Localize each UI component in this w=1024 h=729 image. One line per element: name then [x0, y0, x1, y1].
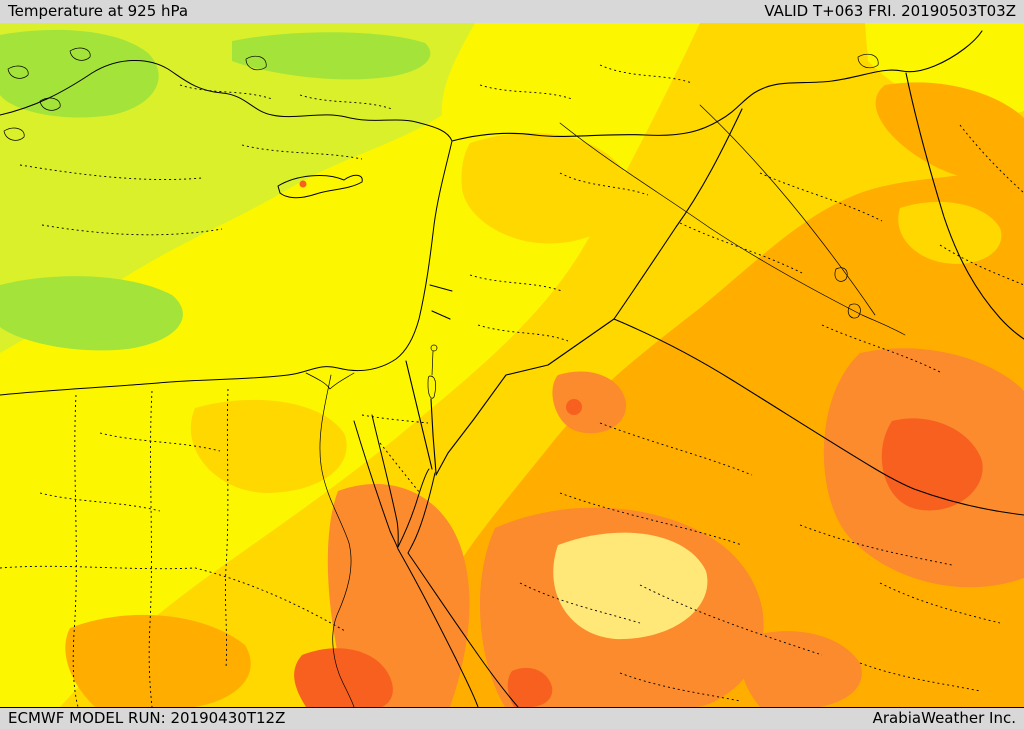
river-euphrates: [559, 122, 906, 336]
coastline-sinai: [371, 414, 430, 548]
dotted-boundary: [799, 524, 953, 566]
map-area: [0, 23, 1024, 707]
dotted-boundary: [559, 492, 743, 546]
dotted-boundary: [599, 64, 693, 84]
dotted-boundary: [19, 164, 203, 180]
anatolia-lakes: [245, 53, 879, 71]
map-title: Temperature at 925 hPa: [8, 2, 189, 20]
temp-fill-deep-orange: [552, 371, 627, 434]
coastline-mediterranean: [0, 60, 453, 396]
temp-fill-deep-orange: [327, 483, 470, 707]
temp-fill-hot-spot: [294, 648, 393, 707]
iraq-lakes: [834, 267, 861, 319]
temp-fill-hot-spot: [566, 399, 582, 415]
temperature-fills: [0, 23, 1024, 707]
river-nile: [305, 372, 355, 707]
dotted-boundaries: [0, 64, 1024, 707]
model-run-label: ECMWF MODEL RUN: 20190430T12Z: [8, 709, 286, 727]
temp-fill-green-patch: [0, 276, 183, 351]
bottom-bar: ECMWF MODEL RUN: 20190430T12Z ArabiaWeat…: [0, 707, 1024, 729]
brand-label: ArabiaWeather Inc.: [872, 709, 1016, 727]
border-iraq-saudi: [613, 318, 1024, 516]
temp-fill-cyprus-hot-spot: [299, 180, 307, 188]
dotted-boundary: [939, 244, 1024, 286]
dotted-boundary: [959, 124, 1024, 194]
border-jordan-saudi: [435, 318, 615, 476]
dotted-boundary: [379, 442, 421, 494]
top-bar: Temperature at 925 hPa VALID T+063 FRI. …: [0, 0, 1024, 23]
coastline-red-sea-east: [407, 472, 519, 707]
temp-fill-hot-spot: [507, 667, 553, 707]
dotted-boundary: [99, 432, 221, 452]
coastlines: [0, 47, 906, 707]
dotted-boundary: [759, 172, 883, 222]
weather-map: [0, 23, 1024, 707]
border-iraq-iran: [905, 72, 1024, 340]
dotted-boundary: [679, 222, 803, 274]
border-israel-jordan: [430, 398, 437, 474]
dotted-boundary: [0, 565, 346, 632]
dead-sea: [427, 344, 438, 399]
valid-time-label: VALID T+063 FRI. 20190503T03Z: [764, 2, 1016, 20]
dotted-boundary: [72, 394, 79, 707]
temp-fill-deep-orange: [740, 631, 862, 707]
temp-fill-amber-patch: [190, 399, 347, 493]
temp-fill-yellow-pocket: [865, 23, 1024, 118]
dotted-boundary: [148, 390, 153, 707]
dotted-boundary: [361, 414, 429, 424]
border-lebanon-syria: [429, 284, 453, 320]
temp-fill-orange-patch: [875, 82, 1024, 184]
dotted-boundary: [241, 144, 363, 160]
aegean-islands: [3, 47, 91, 141]
temp-fill-green-patch: [0, 29, 159, 118]
coastline-red-sea-west: [353, 420, 479, 707]
temp-fill-hot-spot: [881, 418, 983, 511]
dotted-boundary: [599, 422, 753, 476]
border-syria-iraq: [613, 108, 743, 320]
dotted-boundary: [224, 388, 229, 669]
dotted-boundary: [39, 492, 161, 512]
coastline-cyprus: [277, 174, 363, 199]
river-tigris: [699, 104, 876, 316]
temp-fill-pale-yellow-island: [553, 532, 708, 640]
temp-fill-green-patch: [232, 32, 431, 80]
temp-fill-orange-patch: [65, 614, 251, 707]
temp-fill-amber-patch: [461, 133, 629, 244]
border-egypt-israel: [405, 360, 433, 470]
dotted-boundary: [559, 172, 649, 196]
border-turkey-south: [451, 30, 983, 142]
country-borders: [405, 30, 1024, 516]
dotted-boundary: [41, 224, 223, 236]
